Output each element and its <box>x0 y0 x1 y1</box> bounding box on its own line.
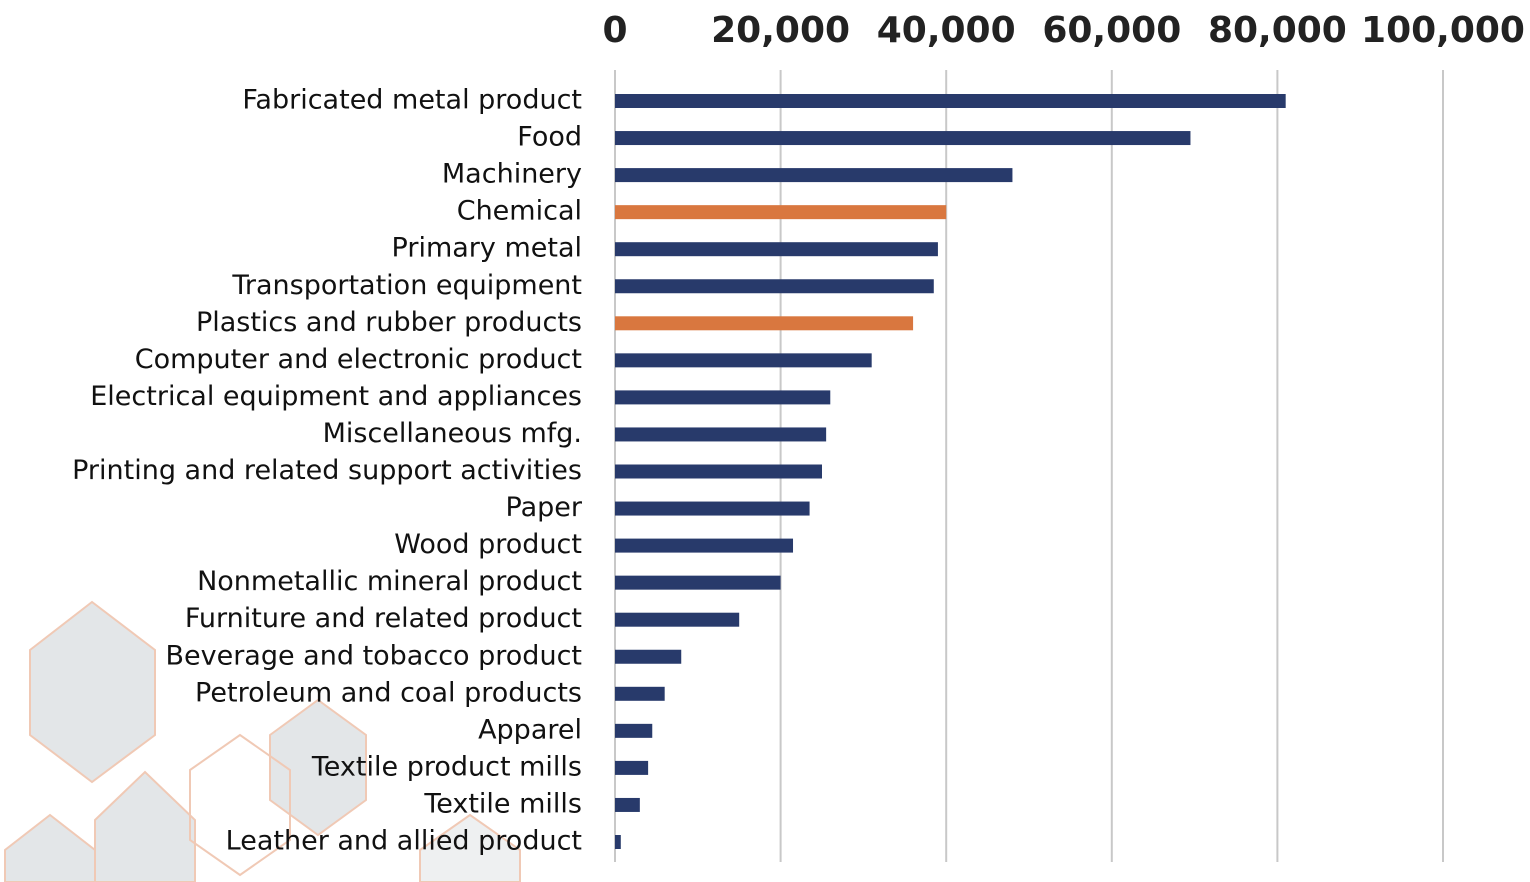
bar <box>615 427 827 442</box>
bar <box>615 501 810 516</box>
y-tick-label: Nonmetallic mineral product <box>197 566 582 597</box>
x-tick-label: 100,000 <box>1361 10 1525 51</box>
y-tick-label: Miscellaneous mfg. <box>323 418 582 449</box>
y-tick-label: Electrical equipment and appliances <box>90 381 582 412</box>
y-tick-label: Fabricated metal product <box>242 85 582 116</box>
y-tick-label: Machinery <box>442 159 582 190</box>
bar <box>615 538 794 553</box>
bar <box>615 649 682 664</box>
bar <box>615 168 1013 183</box>
bar <box>615 205 947 220</box>
x-tick-label: 20,000 <box>711 10 850 51</box>
y-tick-label: Printing and related support activities <box>72 455 582 486</box>
bar <box>615 686 665 701</box>
bar <box>615 353 872 368</box>
bar <box>615 131 1191 146</box>
y-tick-label: Chemical <box>457 196 582 227</box>
bar <box>615 390 831 405</box>
x-tick-label: 80,000 <box>1208 10 1347 51</box>
y-tick-label: Textile mills <box>423 788 582 819</box>
bar <box>615 612 740 627</box>
y-tick-label: Leather and allied product <box>226 826 582 857</box>
y-tick-label: Plastics and rubber products <box>196 307 582 338</box>
y-tick-label: Primary metal <box>392 233 582 264</box>
x-tick-label: 60,000 <box>1042 10 1181 51</box>
y-tick-label: Apparel <box>478 714 582 745</box>
bar <box>615 464 822 479</box>
bar <box>615 316 914 331</box>
bar <box>615 279 934 294</box>
y-tick-label: Computer and electronic product <box>135 344 582 375</box>
bar <box>615 797 640 812</box>
bar <box>615 94 1286 108</box>
y-tick-label: Furniture and related product <box>185 603 582 634</box>
x-tick-label: 0 <box>602 10 627 51</box>
y-tick-label: Petroleum and coal products <box>195 677 582 708</box>
y-tick-label: Paper <box>506 492 583 523</box>
background-decoration <box>4 600 521 882</box>
y-tick-label: Textile product mills <box>311 751 582 782</box>
y-tick-label: Transportation equipment <box>231 270 582 301</box>
bar <box>615 242 938 257</box>
y-tick-label: Food <box>517 122 582 153</box>
x-tick-label: 40,000 <box>877 10 1016 51</box>
bar <box>615 575 781 590</box>
bar <box>615 760 649 775</box>
y-tick-label: Wood product <box>394 529 582 560</box>
bar <box>615 723 653 738</box>
bar <box>615 835 621 849</box>
y-tick-label: Beverage and tobacco product <box>165 640 582 671</box>
